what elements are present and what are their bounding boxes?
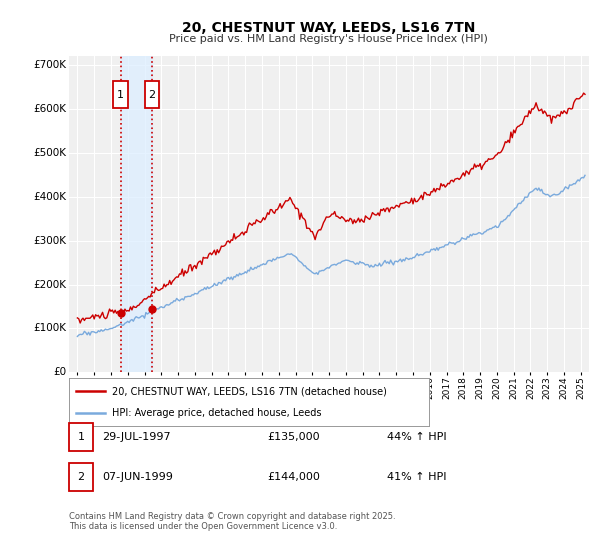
Text: This data is licensed under the Open Government Licence v3.0.: This data is licensed under the Open Gov… [69, 522, 337, 531]
Text: £0: £0 [53, 367, 67, 377]
Text: £700K: £700K [34, 60, 67, 70]
Text: 29-JUL-1997: 29-JUL-1997 [102, 432, 170, 442]
FancyBboxPatch shape [145, 81, 159, 108]
Text: 20, CHESTNUT WAY, LEEDS, LS16 7TN (detached house): 20, CHESTNUT WAY, LEEDS, LS16 7TN (detac… [112, 386, 387, 396]
Text: £500K: £500K [34, 148, 67, 158]
Text: 1: 1 [117, 90, 124, 100]
Text: HPI: Average price, detached house, Leeds: HPI: Average price, detached house, Leed… [112, 408, 322, 418]
Text: £144,000: £144,000 [267, 472, 320, 482]
Text: £200K: £200K [34, 279, 67, 290]
Text: £100K: £100K [34, 324, 67, 333]
Text: £300K: £300K [34, 236, 67, 246]
Text: Contains HM Land Registry data © Crown copyright and database right 2025.: Contains HM Land Registry data © Crown c… [69, 512, 395, 521]
Text: 44% ↑ HPI: 44% ↑ HPI [387, 432, 446, 442]
Text: £135,000: £135,000 [267, 432, 320, 442]
Text: 1: 1 [77, 432, 85, 442]
Text: 41% ↑ HPI: 41% ↑ HPI [387, 472, 446, 482]
Text: £600K: £600K [34, 104, 67, 114]
Text: 2: 2 [148, 90, 155, 100]
FancyBboxPatch shape [113, 81, 128, 108]
Bar [121, 56, 152, 372]
Text: 2: 2 [77, 472, 85, 482]
Text: Price paid vs. HM Land Registry's House Price Index (HPI): Price paid vs. HM Land Registry's House … [169, 34, 488, 44]
Text: 07-JUN-1999: 07-JUN-1999 [102, 472, 173, 482]
Text: 20, CHESTNUT WAY, LEEDS, LS16 7TN: 20, CHESTNUT WAY, LEEDS, LS16 7TN [182, 21, 475, 35]
Text: £400K: £400K [34, 192, 67, 202]
